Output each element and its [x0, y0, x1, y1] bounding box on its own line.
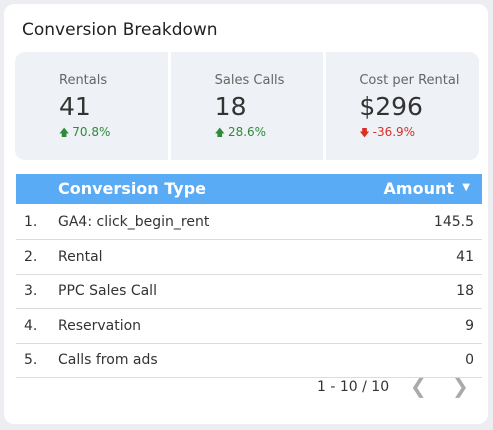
kpi-card: Rentals 41 🡅 70.8%: [15, 52, 171, 160]
kpi-change: 🡅 28.6%: [215, 125, 266, 143]
pagination-text: 1 - 10 / 10: [317, 379, 390, 395]
table-row: 3. PPC Sales Call 18: [16, 274, 482, 309]
widget-card: Conversion Breakdown Rentals 41 🡅 70.8% S…: [4, 4, 488, 424]
kpi-change-text: 28.6%: [227, 125, 267, 139]
amount: 0: [465, 352, 474, 368]
row-index: 4.: [24, 317, 38, 334]
prev-page-button[interactable]: ❮: [410, 374, 427, 398]
sort-icon[interactable]: ▼: [462, 182, 470, 193]
kpi-value: 41: [59, 92, 91, 121]
up-arrow-icon: 🡅: [214, 128, 225, 139]
row-index: 1.: [24, 214, 38, 230]
conversion-type: GA4: click_begin_rent: [58, 214, 210, 230]
kpi-label: Cost per Rental: [359, 73, 460, 88]
conversion-type: Rental: [58, 248, 103, 265]
kpi-label: Sales Calls: [214, 73, 285, 88]
widget-title: Conversion Breakdown: [22, 20, 218, 40]
kpi-change-text: 70.8%: [72, 125, 111, 139]
kpi-value: 18: [214, 92, 247, 121]
amount: 41: [456, 248, 474, 265]
row-index: 5.: [24, 352, 38, 368]
conversion-type: PPC Sales Call: [58, 283, 157, 299]
table-row: 1. GA4: click_begin_rent 145.5: [16, 205, 482, 240]
kpi-change: 🡇 -36.9%: [359, 125, 415, 143]
conversion-type: Reservation: [58, 317, 142, 334]
kpi-change-text: -36.9%: [372, 125, 416, 139]
table-row: 2. Rental 41: [16, 240, 482, 275]
amount: 9: [465, 317, 474, 334]
next-page-button[interactable]: ❯: [452, 374, 469, 398]
kpi-panel: Rentals 41 🡅 70.8% Sales Calls 18 🡅 28.6% …: [15, 52, 479, 160]
row-index: 2.: [24, 248, 38, 265]
kpi-card: Cost per Rental $296 🡇 -36.9%: [326, 52, 479, 160]
table-header: Conversion Type Amount ▼: [16, 174, 482, 204]
column-header[interactable]: Amount: [383, 179, 454, 198]
conversion-type: Calls from ads: [58, 352, 158, 368]
kpi-change: 🡅 70.8%: [59, 125, 110, 143]
column-header[interactable]: Conversion Type: [58, 179, 207, 198]
row-index: 3.: [24, 283, 38, 299]
table-row: 5. Calls from ads 0: [16, 343, 482, 378]
up-arrow-icon: 🡅: [59, 128, 70, 139]
kpi-card: Sales Calls 18 🡅 28.6%: [171, 52, 327, 160]
table-row: 4. Reservation 9: [16, 309, 482, 344]
amount: 145.5: [433, 214, 474, 230]
amount: 18: [456, 283, 474, 299]
kpi-label: Rentals: [59, 73, 108, 88]
kpi-value: $296: [359, 92, 423, 121]
down-arrow-icon: 🡇: [359, 128, 370, 139]
